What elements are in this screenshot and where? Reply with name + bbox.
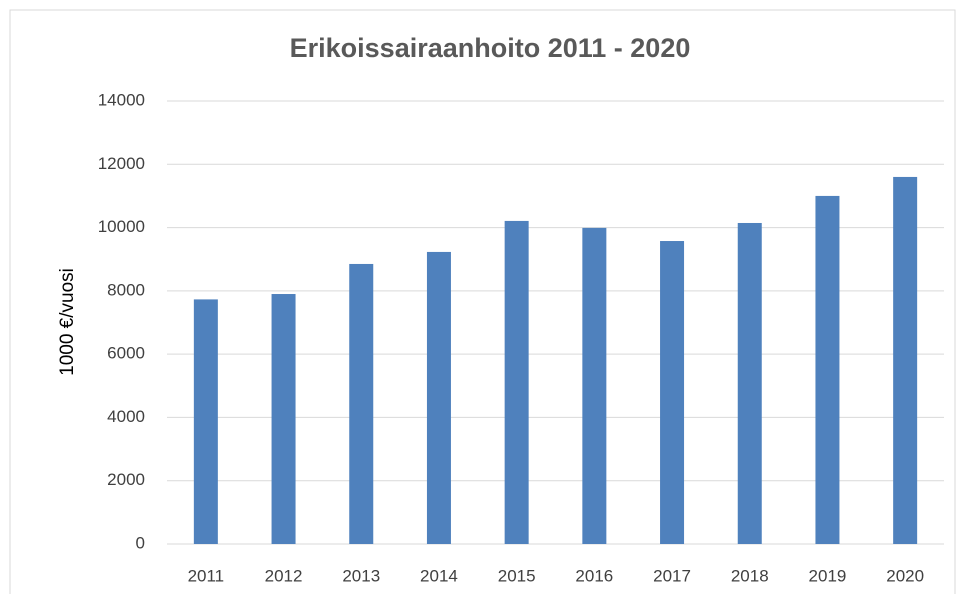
x-tick-label: 2020 bbox=[886, 566, 924, 585]
bar bbox=[349, 263, 374, 544]
bar bbox=[815, 195, 840, 544]
bar bbox=[271, 294, 296, 544]
x-tick-label: 2016 bbox=[575, 566, 613, 585]
x-tick-label: 2014 bbox=[420, 566, 458, 585]
x-tick-label: 2012 bbox=[265, 566, 303, 585]
x-tick-label: 2015 bbox=[498, 566, 536, 585]
bar bbox=[426, 251, 451, 544]
bar bbox=[504, 220, 529, 544]
x-tick-label: 2019 bbox=[809, 566, 847, 585]
y-tick-label: 10000 bbox=[98, 217, 145, 236]
x-tick-label: 2013 bbox=[342, 566, 380, 585]
bar bbox=[660, 241, 685, 544]
x-tick-label: 2018 bbox=[731, 566, 769, 585]
y-tick-label: 6000 bbox=[107, 344, 145, 363]
y-tick-label: 2000 bbox=[107, 470, 145, 489]
chart-title: Erikoissairaanhoito 2011 - 2020 bbox=[290, 33, 691, 63]
y-tick-label: 12000 bbox=[98, 154, 145, 173]
y-tick-label: 8000 bbox=[107, 280, 145, 299]
bar bbox=[582, 227, 607, 544]
y-axis-label: 1000 €/vuosi bbox=[57, 268, 78, 376]
bar bbox=[193, 299, 218, 544]
bar bbox=[737, 222, 762, 544]
y-tick-label: 0 bbox=[136, 533, 145, 552]
bar bbox=[893, 176, 918, 544]
chart-frame bbox=[9, 9, 956, 594]
y-tick-label: 4000 bbox=[107, 407, 145, 426]
x-tick-label: 2011 bbox=[188, 566, 225, 585]
x-tick-label: 2017 bbox=[653, 566, 691, 585]
y-tick-label: 14000 bbox=[98, 90, 145, 109]
